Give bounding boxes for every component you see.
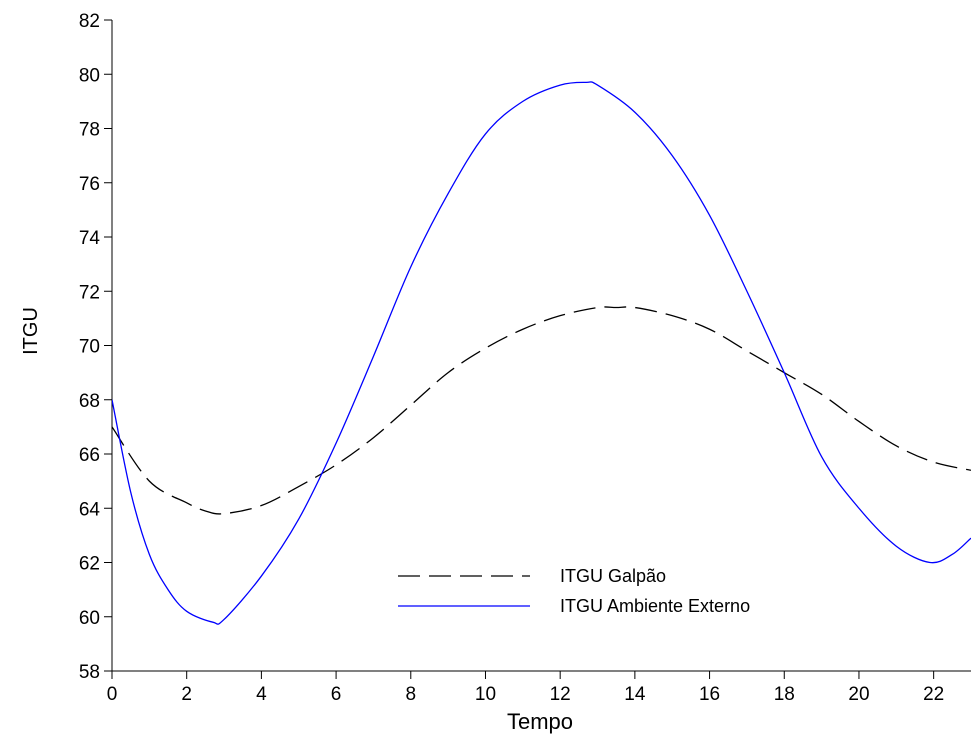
x-tick-label: 16 xyxy=(699,684,720,705)
x-tick-label: 8 xyxy=(405,684,416,705)
y-tick-label: 66 xyxy=(79,445,100,466)
x-tick-label: 6 xyxy=(331,684,342,705)
x-tick-label: 14 xyxy=(624,684,646,705)
x-tick-label: 4 xyxy=(256,684,267,705)
x-tick-label: 0 xyxy=(107,684,118,705)
x-tick-label: 12 xyxy=(550,684,571,705)
legend-label: ITGU Ambiente Externo xyxy=(560,596,750,616)
y-tick-label: 70 xyxy=(79,337,100,358)
y-tick-label: 74 xyxy=(79,228,101,249)
series-group xyxy=(112,81,971,625)
series-line-galpao xyxy=(112,306,971,515)
y-tick-label: 72 xyxy=(79,282,100,303)
x-tick-label: 10 xyxy=(475,684,496,705)
x-tick-label: 18 xyxy=(774,684,795,705)
y-tick-label: 76 xyxy=(79,174,100,195)
y-tick-label: 82 xyxy=(79,11,100,32)
y-axis-label: ITGU xyxy=(20,307,42,355)
x-tick-label: 20 xyxy=(848,684,869,705)
y-tick-label: 64 xyxy=(79,499,101,520)
y-tick-label: 58 xyxy=(79,662,100,683)
y-tick-label: 62 xyxy=(79,554,100,575)
x-tick-label: 2 xyxy=(181,684,192,705)
y-tick-label: 68 xyxy=(79,391,100,412)
legend: ITGU Galpão ITGU Ambiente Externo xyxy=(398,566,750,616)
x-tick-label: 22 xyxy=(923,684,944,705)
y-tick-label: 80 xyxy=(79,65,100,86)
series-line-ambiente-externo xyxy=(112,81,971,625)
x-axis-label: Tempo xyxy=(507,709,573,734)
legend-label: ITGU Galpão xyxy=(560,566,666,586)
y-tick-label: 60 xyxy=(79,608,100,629)
y-tick-label: 78 xyxy=(79,120,100,141)
